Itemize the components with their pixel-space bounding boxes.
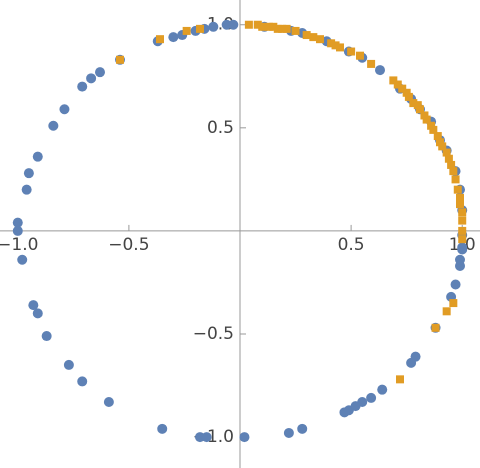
point — [433, 132, 442, 141]
point — [302, 31, 311, 40]
point — [336, 43, 344, 52]
point — [375, 65, 385, 76]
point — [447, 160, 456, 169]
point — [264, 22, 273, 31]
point — [201, 432, 212, 443]
point — [28, 300, 39, 311]
point — [413, 101, 422, 110]
x-tick-label: 0.5 — [338, 235, 365, 255]
point — [389, 76, 398, 85]
point — [59, 104, 70, 115]
point — [450, 279, 461, 290]
point — [48, 120, 59, 131]
point — [357, 397, 368, 408]
point — [282, 24, 291, 33]
point — [396, 375, 404, 384]
point — [316, 35, 324, 44]
point — [367, 59, 376, 68]
point — [156, 35, 164, 44]
point — [456, 200, 464, 209]
point — [451, 175, 460, 184]
point — [458, 226, 467, 235]
point — [63, 359, 74, 370]
point — [32, 308, 43, 319]
point — [258, 22, 267, 31]
point — [409, 99, 418, 108]
point — [455, 254, 465, 265]
point — [356, 51, 364, 60]
point — [327, 39, 336, 48]
point — [21, 184, 32, 195]
point — [431, 323, 440, 332]
y-tick-label: −1.0 — [193, 427, 234, 447]
point — [458, 208, 467, 217]
point — [398, 84, 407, 93]
point — [32, 151, 43, 162]
point — [253, 20, 262, 29]
point — [331, 41, 340, 50]
point — [239, 432, 250, 443]
y-tick-label: −0.5 — [193, 324, 234, 344]
point — [77, 81, 88, 92]
x-tick-label: −0.5 — [108, 235, 149, 255]
point — [420, 111, 429, 120]
point — [41, 331, 52, 342]
point — [442, 307, 451, 316]
point — [17, 254, 28, 265]
point — [12, 217, 23, 228]
point — [427, 121, 436, 130]
point — [228, 19, 239, 30]
point — [429, 125, 438, 134]
point — [457, 244, 468, 255]
point — [449, 299, 458, 308]
point — [95, 67, 105, 78]
point — [103, 397, 114, 408]
x-tick-label: −1.0 — [0, 235, 38, 255]
point — [23, 168, 34, 179]
point — [453, 185, 462, 194]
point — [116, 55, 124, 64]
point — [77, 376, 88, 387]
point — [456, 193, 464, 202]
point — [283, 427, 294, 438]
point — [449, 167, 458, 176]
point — [244, 20, 253, 29]
point — [208, 21, 219, 32]
point — [278, 24, 287, 33]
point — [309, 33, 318, 42]
point — [273, 24, 282, 33]
point — [442, 148, 451, 157]
point — [196, 24, 204, 33]
point — [436, 138, 444, 147]
point — [444, 154, 453, 163]
point — [291, 26, 300, 35]
y-tick-label: 0.5 — [207, 118, 234, 138]
point — [393, 80, 402, 89]
point — [366, 392, 377, 403]
point — [347, 47, 356, 56]
point — [269, 22, 278, 31]
point — [458, 216, 467, 225]
point — [297, 423, 308, 434]
point — [416, 105, 424, 114]
point — [402, 88, 411, 97]
point — [438, 142, 447, 151]
point — [182, 26, 191, 35]
point — [422, 115, 431, 124]
point — [458, 235, 467, 244]
point — [86, 73, 97, 84]
point — [377, 384, 388, 395]
point — [404, 92, 413, 101]
point — [168, 32, 179, 43]
point — [410, 351, 421, 362]
point — [12, 225, 23, 236]
point — [157, 423, 168, 434]
